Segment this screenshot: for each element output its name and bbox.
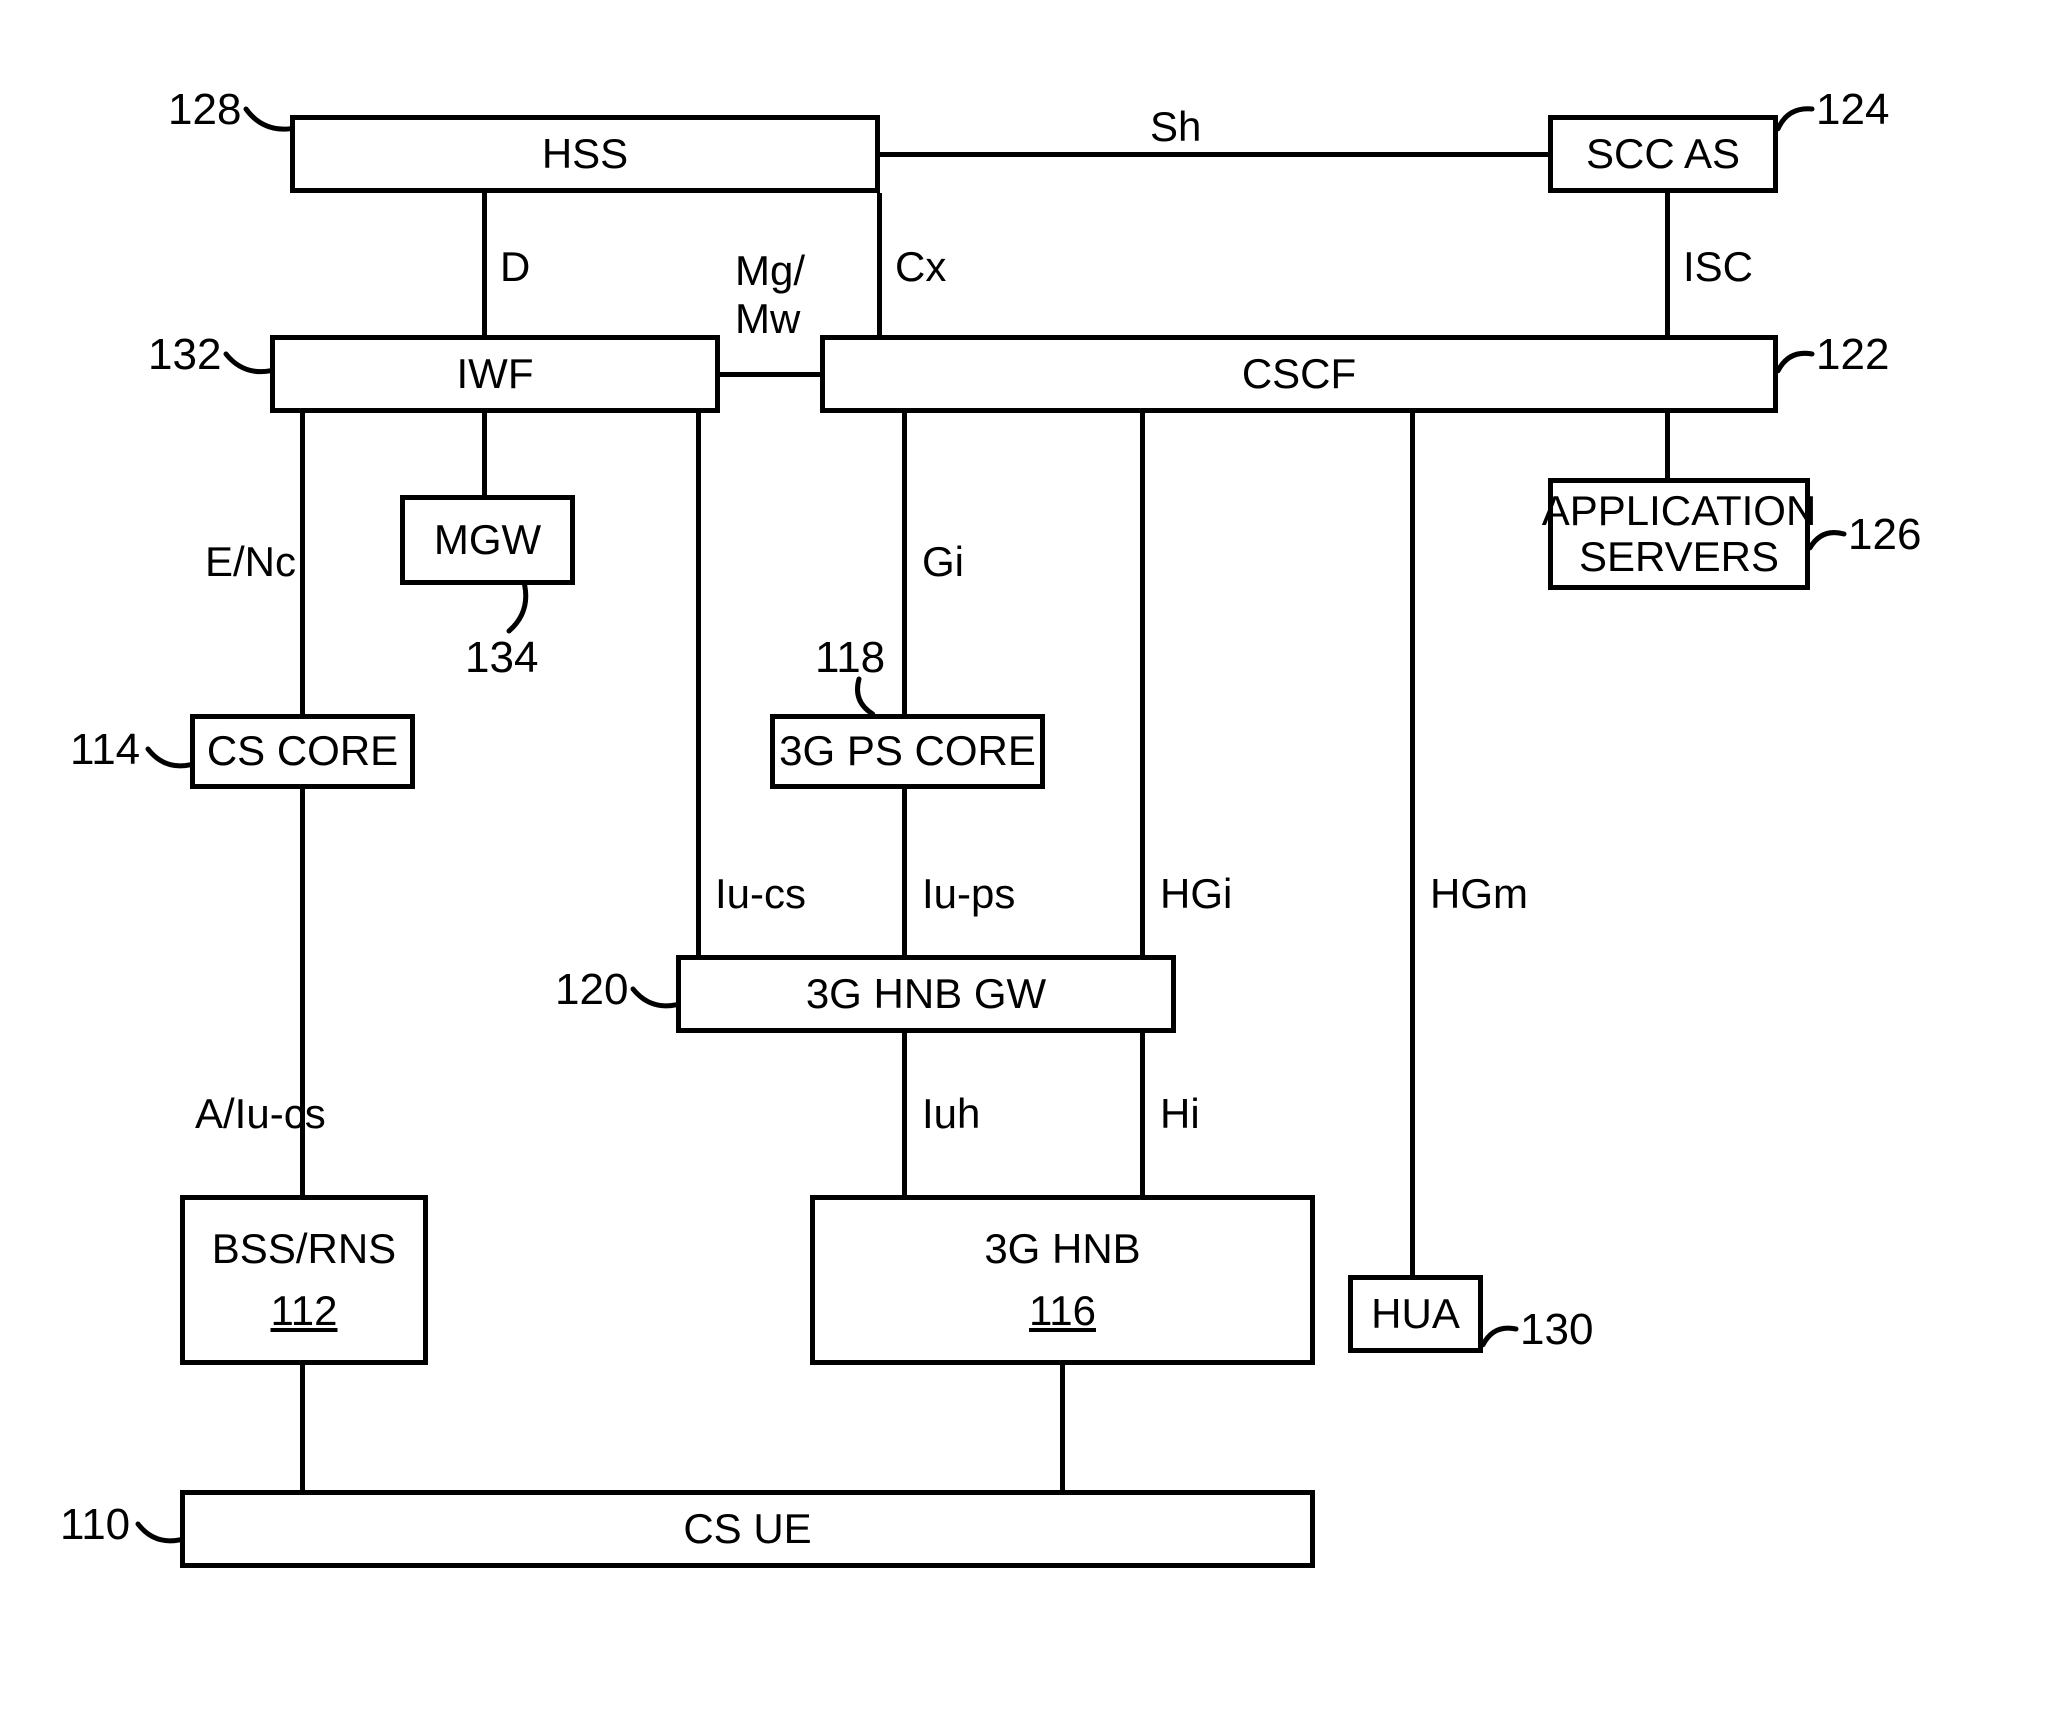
edge-label-enc: E/Nc: [205, 538, 296, 586]
diagram-edge: [902, 1033, 907, 1195]
node-hnb-label: 3G HNB: [984, 1226, 1140, 1272]
node-bssrns: BSS/RNS 112: [180, 1195, 428, 1365]
edge-label-gi: Gi: [922, 538, 964, 586]
node-hua: HUA: [1348, 1275, 1483, 1353]
ref-114: 114: [70, 725, 140, 775]
diagram-edge: [482, 193, 487, 335]
ref-126: 126: [1848, 510, 1921, 560]
node-hss: HSS: [290, 115, 880, 193]
edge-label-hgm: HGm: [1430, 870, 1528, 918]
ref-134: 134: [465, 633, 538, 683]
diagram-edge: [482, 413, 487, 495]
diagram-edge: [720, 372, 820, 377]
edge-label-iuh: Iuh: [922, 1090, 980, 1138]
node-iwf: IWF: [270, 335, 720, 413]
node-csue: CS UE: [180, 1490, 1315, 1568]
edge-label-hgi: HGi: [1160, 870, 1232, 918]
node-pscore: 3G PS CORE: [770, 714, 1045, 789]
node-cscore: CS CORE: [190, 714, 415, 789]
node-sccas: SCC AS: [1548, 115, 1778, 193]
edge-label-hi: Hi: [1160, 1090, 1200, 1138]
diagram-edge: [300, 1365, 305, 1490]
diagram-edge: [1410, 413, 1415, 1275]
diagram-edge: [1140, 413, 1145, 955]
diagram-edge: [1060, 1365, 1065, 1490]
edge-label-mgmw: Mg/ Mw: [735, 247, 805, 343]
node-hnb-ref: 116: [1029, 1288, 1096, 1334]
ref-110: 110: [60, 1500, 130, 1550]
diagram-edge: [880, 152, 1548, 157]
edge-label-d: D: [500, 243, 530, 291]
diagram-edge: [877, 193, 882, 335]
diagram-edge: [902, 413, 907, 714]
diagram-edge: [300, 413, 305, 1195]
diagram-edge: [696, 413, 701, 955]
ref-130: 130: [1520, 1305, 1593, 1355]
edge-label-isc: ISC: [1683, 243, 1753, 291]
ref-124: 124: [1816, 85, 1889, 135]
node-hnbgw: 3G HNB GW: [676, 955, 1176, 1033]
ref-122: 122: [1816, 330, 1889, 380]
diagram-edge: [1665, 193, 1670, 335]
diagram-edge: [1665, 413, 1670, 478]
edge-label-sh: Sh: [1150, 103, 1201, 151]
diagram-edge: [902, 789, 907, 955]
node-hnb: 3G HNB 116: [810, 1195, 1315, 1365]
node-bssrns-ref: 112: [271, 1288, 338, 1334]
node-cscf: CSCF: [820, 335, 1778, 413]
diagram-edge: [1140, 1033, 1145, 1195]
node-mgw: MGW: [400, 495, 575, 585]
edge-label-aiucs: A/Iu-cs: [195, 1090, 326, 1138]
ref-132: 132: [148, 330, 221, 380]
ref-118: 118: [815, 633, 885, 683]
edge-label-iucs: Iu-cs: [715, 870, 806, 918]
node-bssrns-label: BSS/RNS: [212, 1226, 396, 1272]
ref-120: 120: [555, 965, 628, 1015]
node-appsrv: APPLICATION SERVERS: [1548, 478, 1810, 590]
edge-label-cx: Cx: [895, 243, 946, 291]
edge-label-iups: Iu-ps: [922, 870, 1015, 918]
ref-128: 128: [168, 85, 241, 135]
